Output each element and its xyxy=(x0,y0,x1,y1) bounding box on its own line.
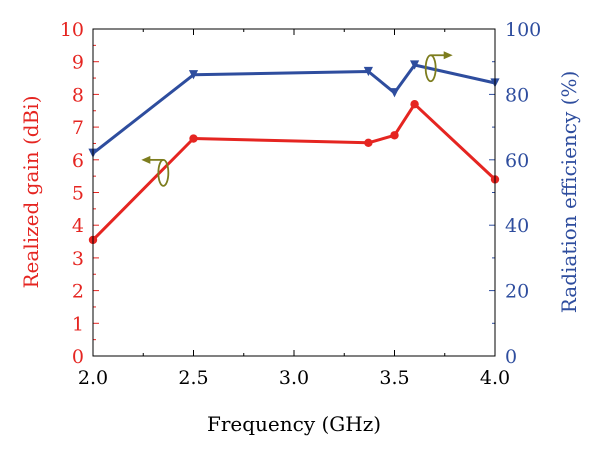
y-left-axis-title: Realized gain (dBi) xyxy=(19,95,43,288)
gain-data-point xyxy=(364,138,373,147)
gain-data-point xyxy=(189,134,198,143)
gain-data-point xyxy=(410,100,419,109)
right-axis-indicator-arrow xyxy=(424,51,453,83)
indicator-head xyxy=(141,155,151,164)
efficiency-data-point xyxy=(363,66,373,77)
y-left-tick-label: 4 xyxy=(72,215,84,237)
y-left-tick-label: 2 xyxy=(72,281,84,303)
y-right-tick-label: 20 xyxy=(505,281,529,303)
y-left-tick-label: 10 xyxy=(60,19,84,41)
series-layer xyxy=(88,60,500,245)
efficiency-series-line xyxy=(92,63,496,155)
efficiency-data-point xyxy=(389,88,400,98)
annotation-layer xyxy=(141,51,453,187)
indicator-head xyxy=(443,51,453,60)
efficiency-data-point xyxy=(188,70,199,80)
x-tick-label: 3.0 xyxy=(279,367,309,389)
y-right-tick-label: 0 xyxy=(505,346,517,368)
y-left-tick-label: 9 xyxy=(72,52,84,74)
y-right-axis-title: Radiation efficiency (%) xyxy=(557,71,581,314)
y-left-tick-label: 8 xyxy=(72,84,84,106)
y-right-tick-label: 80 xyxy=(505,84,529,106)
gain-data-point xyxy=(390,131,399,140)
y-right-tick-label: 40 xyxy=(505,215,529,237)
y-left-tick-label: 5 xyxy=(72,183,84,205)
y-left-tick-label: 3 xyxy=(72,248,84,270)
x-tick-label: 2.0 xyxy=(78,367,108,389)
y-right-tick-label: 60 xyxy=(505,150,529,172)
y-right-tick-label: 100 xyxy=(505,19,541,41)
y-left-tick-label: 0 xyxy=(72,346,84,368)
efficiency-data-point xyxy=(410,60,420,70)
x-tick-label: 4.0 xyxy=(480,367,510,389)
left-axis-indicator-arrow xyxy=(141,155,170,187)
y-left-tick-label: 7 xyxy=(72,117,84,139)
x-axis-title: Frequency (GHz) xyxy=(207,412,381,436)
gain-series-line xyxy=(91,102,497,241)
y-left-tick-label: 6 xyxy=(72,150,84,172)
x-tick-label: 2.5 xyxy=(178,367,208,389)
plot-frame xyxy=(92,28,496,357)
y-left-tick-label: 1 xyxy=(72,313,84,335)
x-tick-label: 3.5 xyxy=(379,367,409,389)
